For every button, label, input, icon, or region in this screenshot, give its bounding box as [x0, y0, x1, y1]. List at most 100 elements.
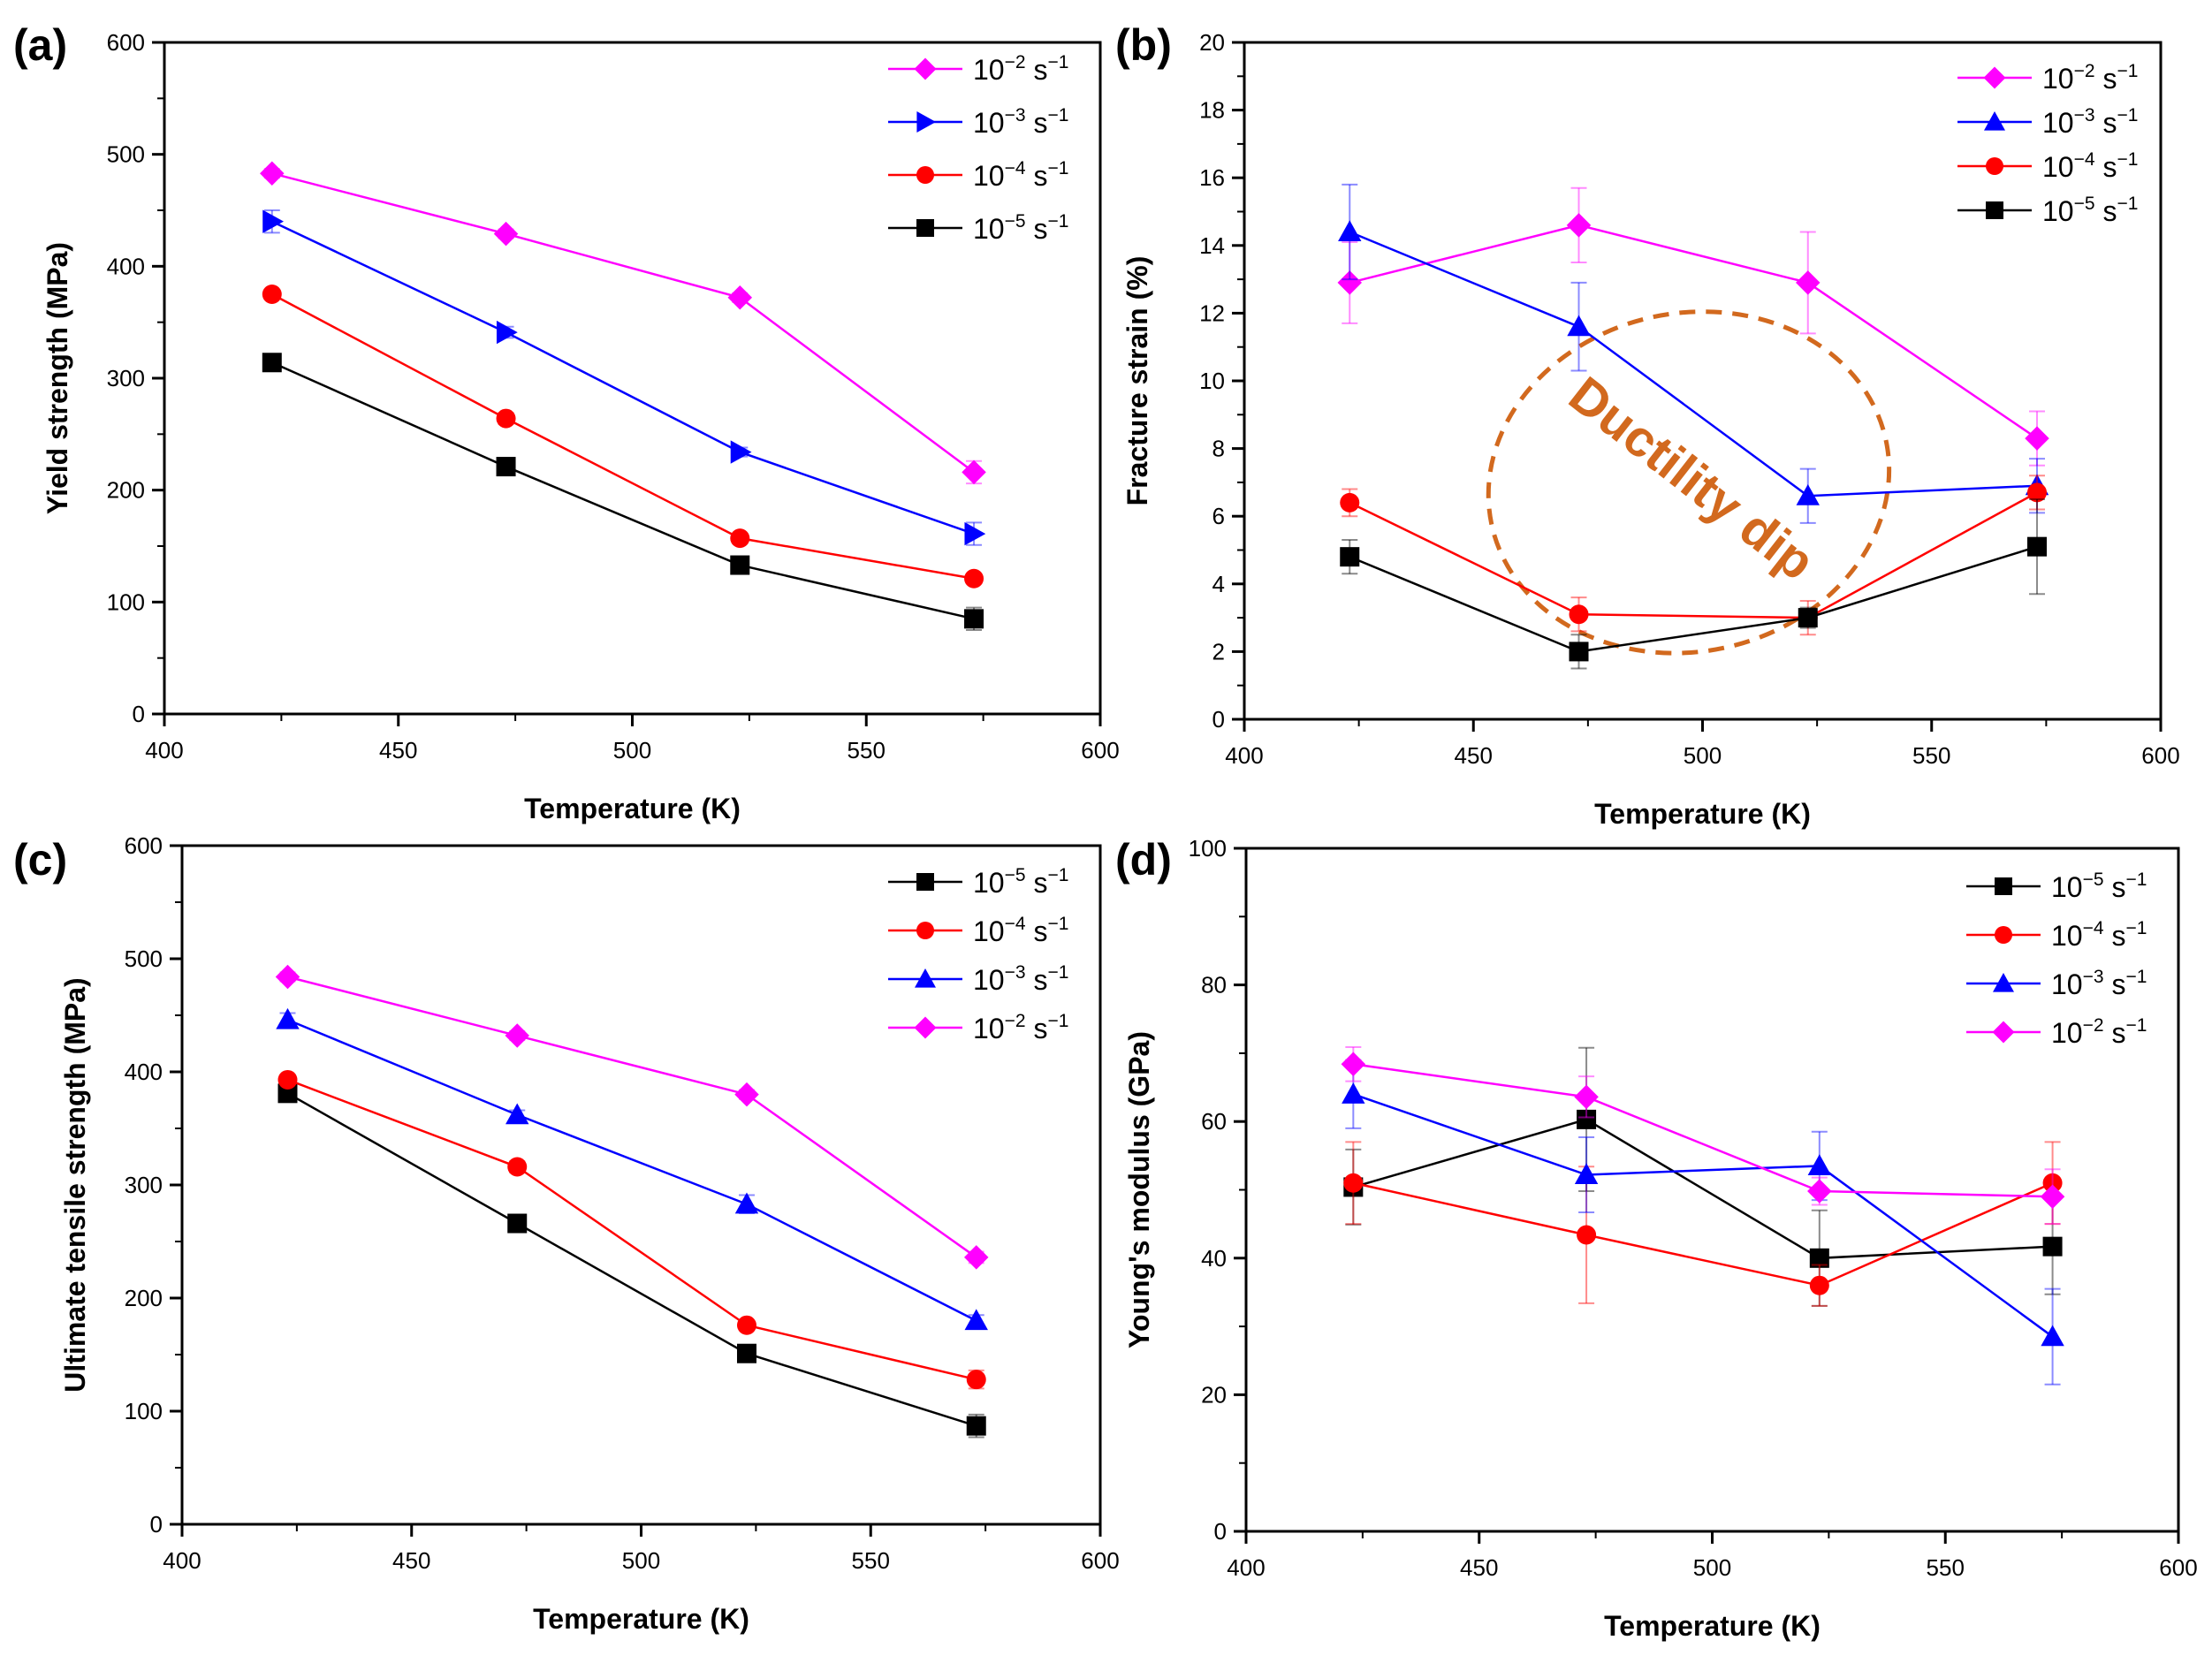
data-point [1566, 213, 1592, 238]
legend-entry: 10−4 s−1 [1957, 149, 2138, 183]
y-tick-label: 12 [1199, 300, 1225, 326]
y-tick-label: 500 [107, 141, 145, 168]
data-point [1338, 220, 1362, 242]
y-tick-label: 10 [1199, 368, 1225, 394]
data-point [730, 440, 752, 464]
series-m2 [275, 964, 989, 1270]
y-tick-label: 600 [125, 832, 163, 859]
data-point [2042, 1173, 2063, 1193]
data-point [1569, 604, 1589, 625]
series-line [1349, 491, 2038, 619]
data-point [962, 459, 986, 485]
series-m5 [262, 353, 984, 631]
legend-entry: 10−2 s−1 [888, 1011, 1068, 1044]
data-point [1809, 1248, 1829, 1268]
x-tick-label: 550 [852, 1547, 890, 1574]
series-line [286, 1092, 977, 1427]
data-point [505, 1023, 529, 1048]
y-tick-label: 20 [1199, 29, 1225, 56]
y-tick-label: 400 [107, 253, 145, 279]
series-line [271, 361, 975, 620]
y-tick-label: 2 [1212, 638, 1225, 664]
x-tick-label: 500 [613, 737, 651, 763]
legend-marker [914, 1016, 937, 1039]
y-tick-label: 100 [1189, 835, 1227, 862]
y-tick-label: 100 [125, 1398, 163, 1424]
y-tick-label: 500 [125, 945, 163, 972]
data-point [1337, 270, 1363, 295]
data-point [1809, 1275, 1829, 1295]
series-m4 [277, 1069, 986, 1390]
data-point [505, 1103, 529, 1125]
data-point [496, 457, 516, 477]
data-point [2040, 1184, 2065, 1209]
data-point [275, 964, 300, 990]
y-tick-label: 8 [1212, 436, 1225, 462]
legend-label: 10−3 s−1 [973, 105, 1068, 139]
x-tick-label: 400 [1225, 742, 1263, 769]
y-tick-label: 6 [1212, 503, 1225, 529]
data-point [496, 320, 518, 345]
data-point [2027, 536, 2048, 557]
y-tick-label: 20 [1201, 1381, 1227, 1408]
data-point [493, 221, 519, 247]
data-point [1807, 1179, 1832, 1204]
data-point [966, 1416, 986, 1436]
x-tick-label: 500 [1693, 1554, 1731, 1581]
x-axis-label: Temperature (K) [524, 793, 741, 824]
legend-marker [916, 111, 936, 133]
legend-label: 10−2 s−1 [973, 52, 1068, 86]
x-tick-label: 400 [1227, 1554, 1265, 1581]
series-line [1352, 1118, 2053, 1260]
data-point [2027, 482, 2048, 503]
legend-label: 10−5 s−1 [973, 865, 1068, 899]
data-point [730, 555, 750, 575]
legend-marker [914, 57, 937, 80]
data-point [277, 1083, 298, 1104]
series-m2 [260, 161, 986, 485]
y-tick-label: 300 [107, 365, 145, 391]
legend-marker [1995, 926, 2012, 944]
data-point [1342, 1082, 1365, 1104]
series-line [287, 1018, 977, 1322]
legend-entry: 10−3 s−1 [1957, 105, 2138, 139]
legend-entry: 10−4 s−1 [888, 914, 1068, 947]
y-tick-label: 100 [107, 589, 145, 615]
legend-entry: 10−5 s−1 [888, 865, 1068, 899]
legend-entry: 10−5 s−1 [1966, 869, 2147, 903]
ductility-dip-ellipse [1486, 309, 1892, 656]
series-line [1353, 1181, 2054, 1287]
data-point [2041, 1325, 2064, 1347]
data-point [496, 408, 516, 429]
x-tick-label: 600 [2159, 1554, 2197, 1581]
data-point [736, 1315, 756, 1335]
data-point [964, 609, 984, 629]
series-m3 [1342, 1059, 2064, 1386]
y-tick-label: 0 [150, 1511, 163, 1538]
x-tick-label: 400 [163, 1547, 201, 1574]
series-line [271, 171, 975, 474]
legend-entry: 10−5 s−1 [1957, 194, 2138, 227]
y-axis-label: Fracture strain (%) [1121, 256, 1153, 506]
y-tick-label: 0 [1214, 1518, 1227, 1545]
y-tick-label: 400 [125, 1059, 163, 1085]
legend-entry: 10−4 s−1 [1966, 918, 2147, 952]
series-m2 [1337, 186, 2049, 467]
legend-entry: 10−5 s−1 [888, 211, 1068, 245]
panel-d: (d) 400 450 500 550 600 0 20 40 60 80 100 Temperatur… [1115, 835, 2198, 1642]
series-m4 [262, 285, 984, 589]
legend-label: 10−2 s−1 [2042, 61, 2138, 95]
data-point [1796, 484, 1820, 505]
x-tick-label: 600 [2141, 742, 2179, 769]
legend-marker [916, 873, 934, 891]
y-axis-label: Yield strength (MPa) [42, 242, 73, 514]
legend-label: 10−4 s−1 [2042, 149, 2138, 183]
legend-marker [1986, 201, 2003, 219]
series-line [1349, 545, 2038, 653]
series-line [1353, 1063, 2053, 1198]
legend-label: 10−2 s−1 [2051, 1015, 2147, 1049]
series-line [271, 220, 975, 535]
data-point [276, 1007, 300, 1029]
legend-marker [1984, 111, 2005, 131]
legend-label: 10−2 s−1 [973, 1011, 1068, 1044]
